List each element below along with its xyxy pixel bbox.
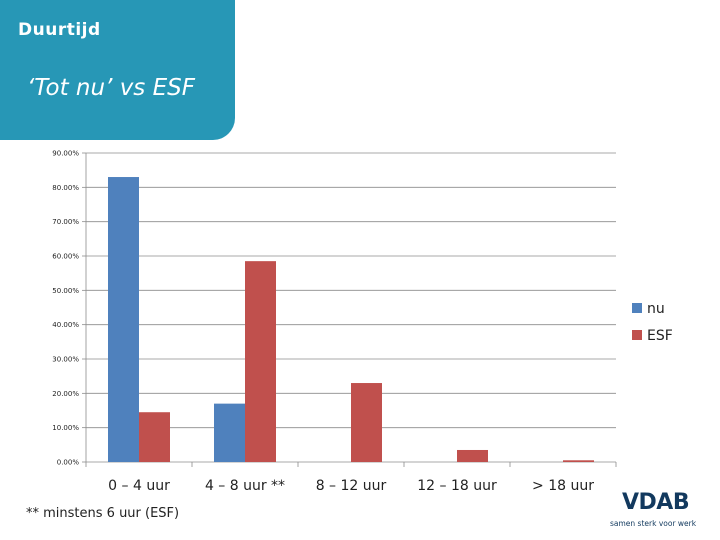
legend-label-esf: ESF: [647, 328, 673, 344]
x-category-label: 4 – 8 uur **: [205, 478, 285, 494]
y-tick-label: 90.00%: [52, 150, 79, 158]
bar-nu-0: [108, 177, 139, 463]
logo-wordmark: VDAB: [622, 490, 690, 515]
bar-esf-4: [563, 460, 594, 462]
footnote: ** minstens 6 uur (ESF): [26, 506, 180, 521]
y-tick-label: 20.00%: [52, 390, 79, 398]
x-category-label: 8 – 12 uur: [316, 478, 387, 494]
y-axis-ticks: 0.00% 10.00% 20.00% 30.00% 40.00% 50.00% 60.00…: [52, 150, 79, 467]
bar-esf-3: [457, 449, 488, 462]
header-panel: Duurtijd ‘Tot nu’ vs ESF: [0, 0, 235, 140]
legend-swatch-esf: [632, 330, 642, 340]
logo-tagline: samen sterk voor werk: [610, 519, 697, 528]
bar-esf-2: [351, 383, 382, 462]
page-title: Duurtijd: [18, 20, 101, 40]
x-category-label: 12 – 18 uur: [417, 478, 497, 494]
y-tick-label: 30.00%: [52, 356, 79, 364]
vdab-logo: VDAB samen sterk voor werk: [606, 490, 706, 530]
chart-legend: nu ESF: [632, 301, 673, 344]
x-category-label: > 18 uur: [532, 478, 594, 494]
page-subtitle: ‘Tot nu’ vs ESF: [27, 75, 195, 101]
y-tick-label: 80.00%: [52, 184, 79, 192]
y-tick-label: 70.00%: [52, 218, 79, 226]
bar-nu-1: [214, 403, 245, 462]
bar-esf-1: [245, 261, 276, 462]
bar-esf-0: [139, 412, 170, 462]
x-category-label: 0 – 4 uur: [108, 478, 170, 494]
y-tick-label: 10.00%: [52, 424, 79, 432]
chart-bars: [108, 177, 594, 463]
legend-swatch-nu: [632, 303, 642, 313]
y-tick-label: 0.00%: [57, 459, 80, 467]
x-axis-categories: 0 – 4 uur 4 – 8 uur ** 8 – 12 uur 12 – 18 u…: [108, 478, 594, 494]
y-tick-label: 60.00%: [52, 253, 79, 261]
y-tick-label: 50.00%: [52, 287, 79, 295]
y-tick-label: 40.00%: [52, 321, 79, 329]
legend-label-nu: nu: [647, 301, 665, 317]
